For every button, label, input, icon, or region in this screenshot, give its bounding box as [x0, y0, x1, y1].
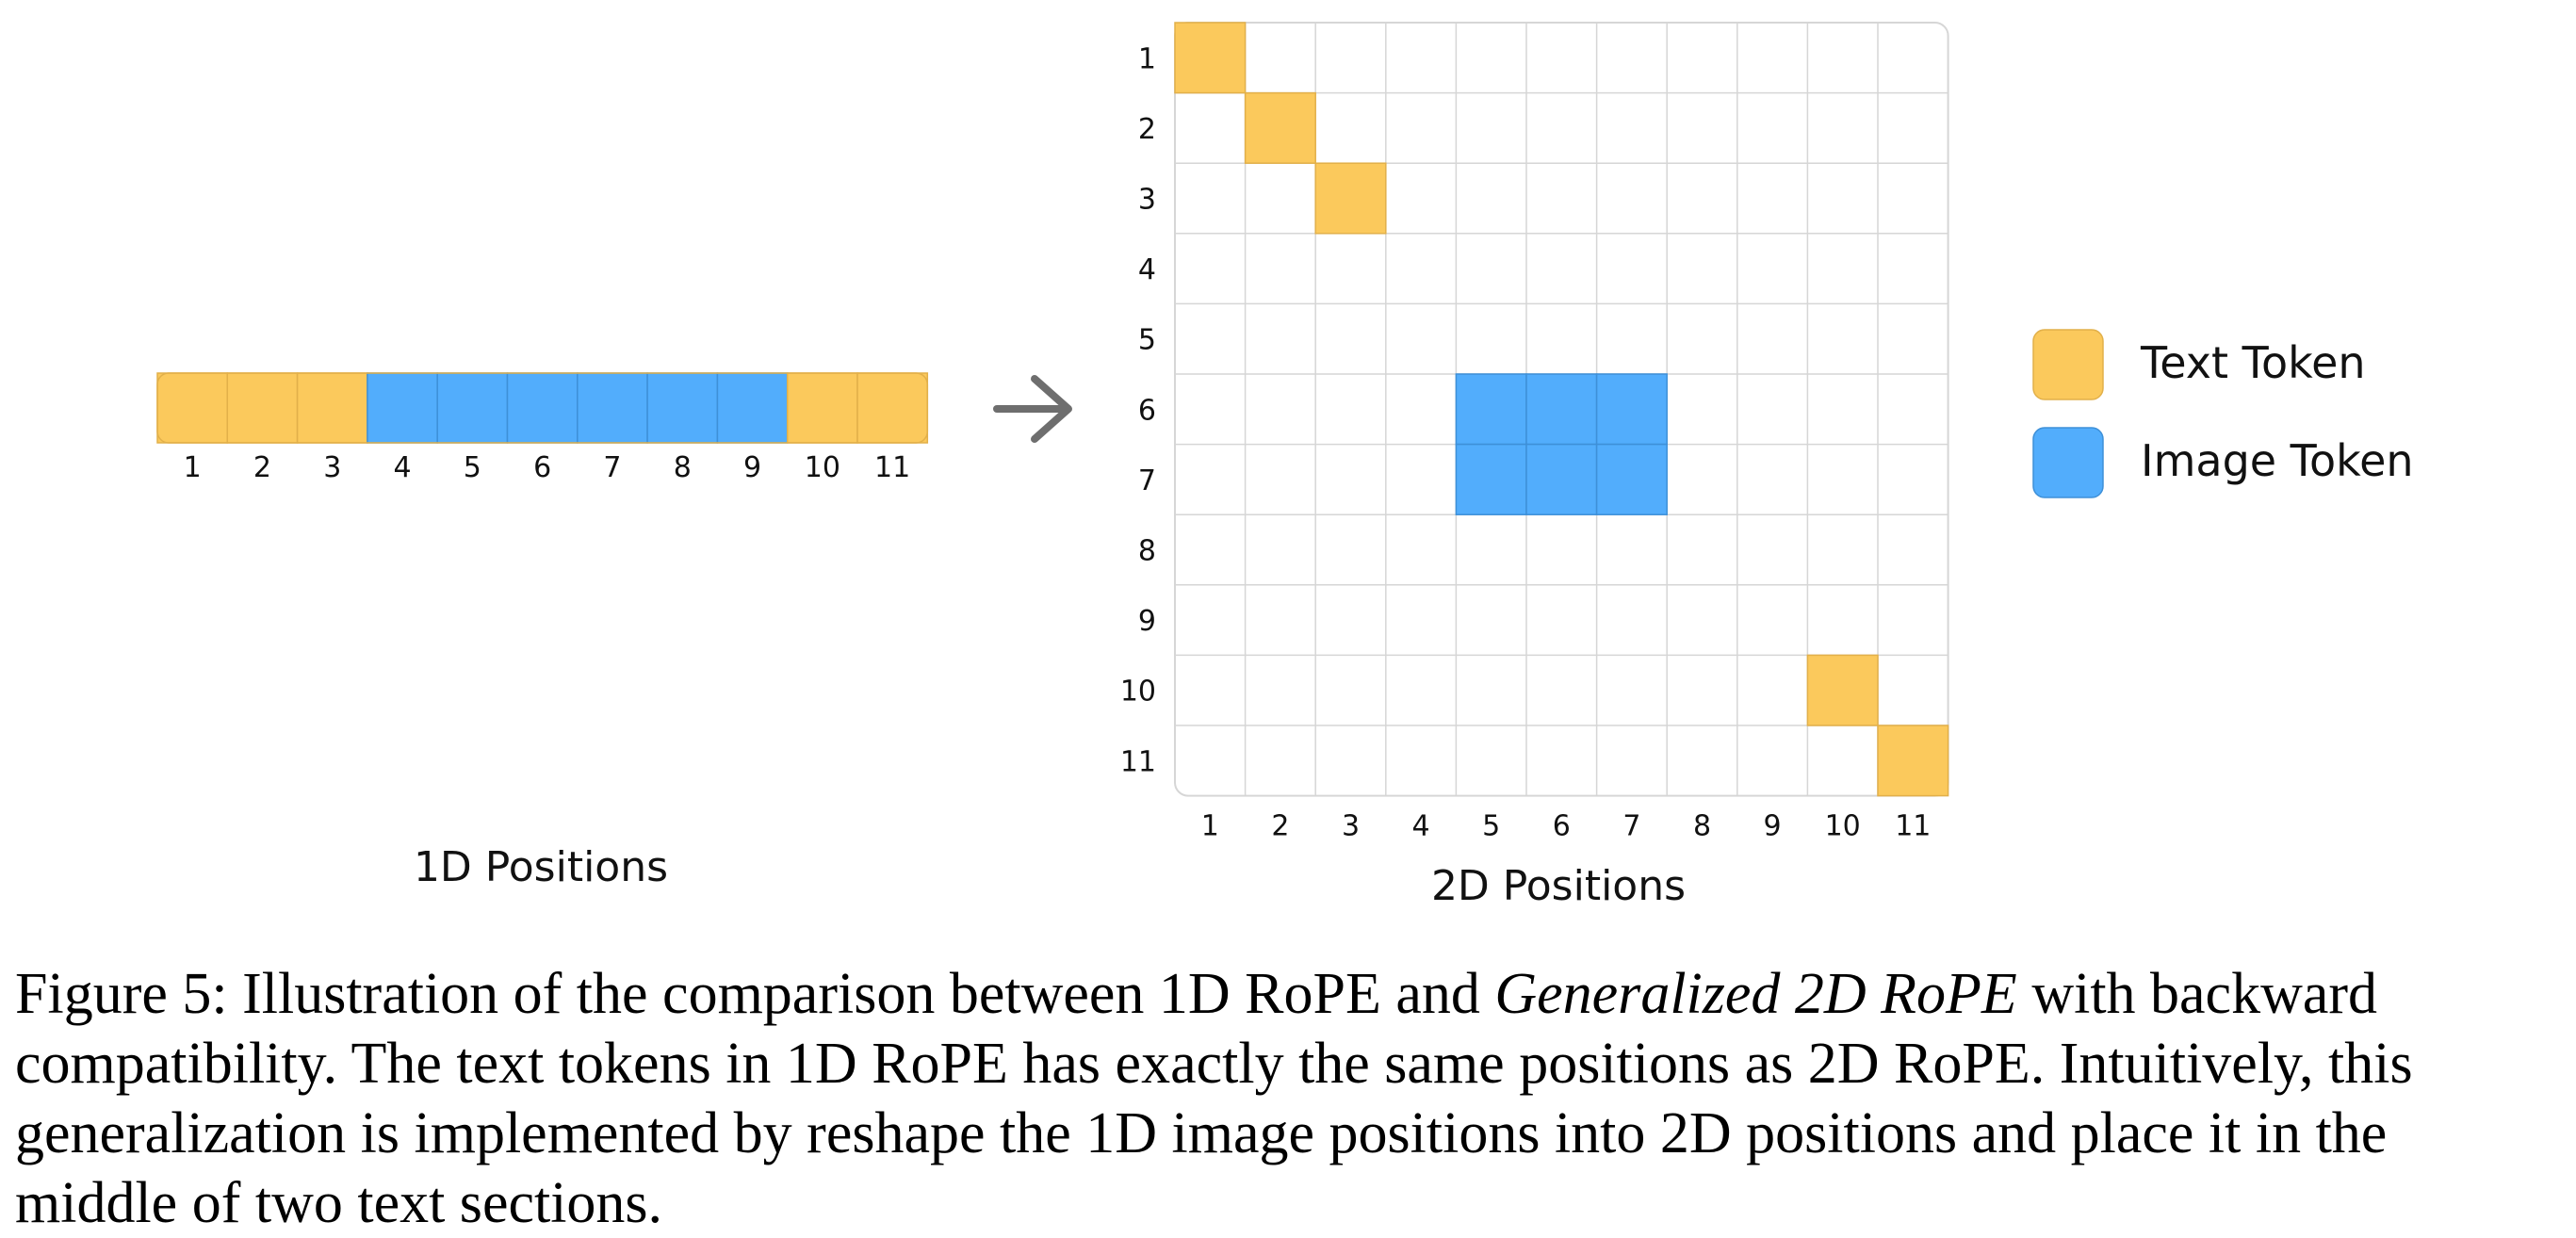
col-tick: 8: [1693, 810, 1711, 843]
row-tick: 8: [1138, 535, 1156, 568]
legend-label-image: Image Token: [2141, 435, 2414, 486]
tick-1d: 6: [533, 451, 551, 484]
col-tick: 5: [1482, 810, 1500, 843]
legend-swatch-image: [2032, 427, 2104, 498]
text-token-cell-r2-c2: [1244, 91, 1316, 164]
row-tick: 11: [1120, 745, 1156, 778]
tick-1d: 11: [874, 451, 910, 484]
col-tick: 7: [1622, 810, 1640, 843]
row-tick: 3: [1138, 184, 1156, 217]
token-1d-4: [367, 372, 438, 444]
tick-1d: 10: [805, 451, 840, 484]
image-token-cell-r7-c7: [1595, 443, 1668, 515]
tick-1d: 1: [184, 451, 202, 484]
tick-1d: 5: [464, 451, 481, 484]
row-tick: 4: [1138, 253, 1156, 286]
col-tick: 11: [1895, 810, 1931, 843]
image-token-cell-r7-c5: [1455, 443, 1527, 515]
text-token-cell-r3-c3: [1314, 162, 1387, 235]
tick-1d: 3: [323, 451, 341, 484]
tick-1d: 9: [743, 451, 761, 484]
image-token-cell-r6-c7: [1595, 373, 1668, 446]
token-1d-8: [646, 372, 719, 444]
tick-1d: 7: [603, 451, 621, 484]
token-1d-1: [156, 372, 229, 444]
col-tick: 2: [1271, 810, 1289, 843]
image-token-cell-r6-c6: [1525, 373, 1598, 446]
token-1d-6: [506, 372, 579, 444]
col-tick: 6: [1553, 810, 1571, 843]
rope-figure: 1 2 3 4 5 6 7 8 9 10 11 1D Positions 1234567891011…: [156, 22, 2414, 910]
row-tick: 10: [1120, 676, 1156, 709]
row-tick: 7: [1138, 464, 1156, 497]
legend-label-text: Text Token: [2140, 337, 2366, 388]
legend-swatch-text: [2032, 329, 2104, 400]
text-token-cell-r1-c1: [1174, 22, 1247, 94]
token-1d-3: [296, 372, 368, 444]
image-token-cell-r6-c5: [1455, 373, 1527, 446]
col-tick: 4: [1412, 810, 1430, 843]
col-tick: 9: [1764, 810, 1782, 843]
caption-part-2: with backward compatibility. The text to…: [15, 962, 2413, 1235]
row-tick: 5: [1138, 324, 1156, 357]
label-2d-positions: 2D Positions: [1431, 862, 1686, 910]
sequence-1d-outline: [156, 372, 929, 444]
text-token-cell-r11-c11: [1877, 725, 1949, 797]
row-tick: 2: [1138, 113, 1156, 146]
tick-1d: 8: [674, 451, 692, 484]
tick-1d: 2: [253, 451, 271, 484]
row-tick: 1: [1138, 42, 1156, 75]
token-1d-11: [856, 372, 929, 444]
token-1d-5: [436, 372, 509, 444]
sequence-1d: 1 2 3 4 5 6 7 8 9 10 11: [156, 372, 929, 484]
right-arrow-icon: [993, 375, 1072, 443]
label-1d-positions: 1D Positions: [414, 843, 668, 891]
image-token-cell-r7-c6: [1525, 443, 1598, 515]
token-1d-7: [577, 372, 648, 444]
token-1d-9: [716, 372, 789, 444]
caption-italic: Generalized 2D RoPE: [1494, 962, 2017, 1026]
col-tick: 10: [1825, 810, 1861, 843]
row-tick: 9: [1138, 605, 1156, 638]
col-tick: 1: [1201, 810, 1219, 843]
figure-caption: Figure 5: Illustration of the comparison…: [15, 959, 2559, 1238]
tick-1d: 4: [394, 451, 412, 484]
text-token-cell-r10-c10: [1806, 654, 1879, 726]
col-tick: 3: [1342, 810, 1360, 843]
token-1d-10: [786, 372, 858, 444]
token-1d-2: [226, 372, 299, 444]
caption-part-1: Figure 5: Illustration of the comparison…: [15, 962, 1495, 1026]
row-tick: 6: [1138, 394, 1156, 427]
legend: Text Token Image Token: [2032, 329, 2414, 498]
